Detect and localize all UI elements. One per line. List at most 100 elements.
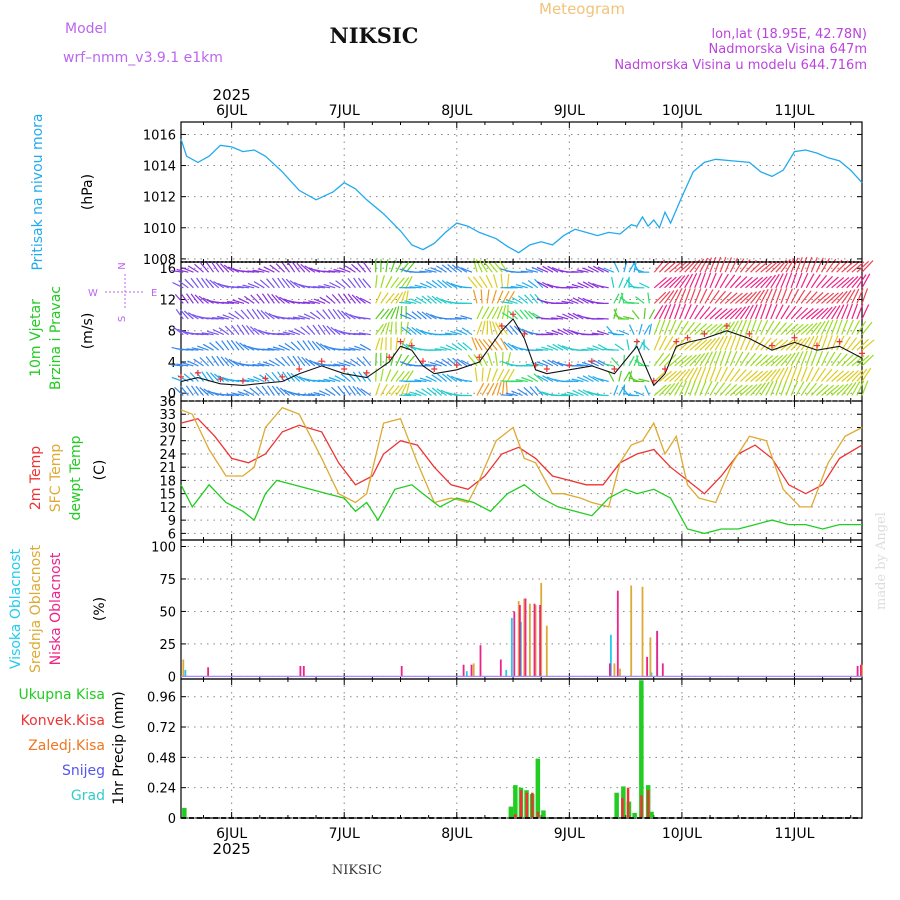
wind-barb — [249, 326, 260, 336]
wind-barb — [851, 381, 861, 396]
wind-barb — [729, 257, 739, 273]
wind-barb — [841, 261, 855, 273]
precip-bar-1 — [621, 797, 624, 818]
wind-barb — [289, 280, 301, 289]
wind-barb — [249, 387, 260, 396]
wind-barb — [312, 324, 321, 335]
wind-barb — [547, 265, 559, 273]
wind-barb — [821, 292, 835, 304]
wind-barb — [206, 317, 219, 320]
series-label: Pritisak na nivou mora — [30, 113, 46, 270]
wind-barb — [405, 312, 417, 320]
wind-barb — [739, 335, 747, 351]
wind-barb — [385, 259, 389, 273]
wind-barb — [724, 383, 738, 396]
wind-barb — [455, 328, 468, 336]
wind-barb — [634, 359, 645, 367]
wind-barb — [536, 266, 549, 273]
wind-barb — [342, 385, 351, 396]
wind-barb — [215, 262, 225, 273]
wind-barb — [542, 265, 554, 273]
wind-barb — [674, 275, 686, 289]
wind-barb — [415, 296, 427, 304]
wind-barb — [231, 324, 240, 335]
wind-barb — [810, 350, 818, 367]
wind-barb — [237, 285, 250, 289]
cloud-bar-2 — [207, 667, 209, 677]
wind-barb — [290, 372, 301, 382]
day-label-bottom: 10JUL — [662, 826, 702, 842]
wind-barb — [242, 379, 255, 383]
year-label-bottom: 2025 — [213, 840, 251, 858]
wind-barb — [467, 354, 478, 367]
wind-barb — [277, 277, 286, 289]
cloud-bar-2 — [499, 659, 502, 677]
wind-barb — [219, 263, 230, 273]
wind-barb — [327, 308, 336, 320]
wind-barb — [699, 366, 707, 382]
wind-barb — [380, 383, 388, 396]
wind-barb — [279, 296, 290, 304]
wind-barb — [846, 289, 856, 304]
wind-barb — [281, 262, 291, 273]
wind-barb — [196, 332, 209, 336]
wind-barb — [770, 288, 778, 304]
gust-marker — [588, 358, 595, 365]
wind-barb — [755, 289, 765, 304]
wind-barb — [603, 267, 615, 273]
wind-barb — [262, 361, 275, 367]
wind-barb — [658, 319, 666, 335]
wind-barb — [542, 375, 554, 383]
wind-barb — [494, 351, 498, 366]
wind-barb — [739, 292, 753, 304]
y-tick-label: 33 — [159, 408, 176, 423]
wind-barb — [297, 301, 310, 304]
gust-marker — [279, 373, 286, 380]
wind-barb — [246, 308, 255, 320]
day-label-top: 10JUL — [662, 103, 702, 119]
precip-legend-label: Ukupna Kisa — [18, 687, 105, 703]
wind-barb — [795, 337, 807, 351]
wind-barb — [729, 292, 743, 304]
wind-barb — [395, 353, 403, 367]
wind-barb — [340, 373, 351, 382]
wind-barb — [456, 265, 468, 273]
wind-barb — [714, 336, 725, 351]
wind-barb — [740, 384, 753, 396]
wind-barb — [440, 346, 452, 351]
gust-marker — [476, 354, 483, 361]
wind-barb — [709, 256, 717, 273]
wind-barb — [519, 309, 529, 320]
wind-barb — [313, 391, 326, 397]
y-tick-label: 16 — [159, 262, 176, 277]
wind-barb — [831, 384, 844, 396]
wind-barb — [836, 319, 843, 335]
wind-barb — [318, 390, 331, 397]
wind-barb — [212, 328, 225, 336]
wind-barb — [790, 323, 804, 336]
wind-barb — [699, 352, 710, 367]
wind-barb — [496, 290, 504, 304]
gust-marker — [723, 323, 730, 330]
wind-barb — [259, 279, 270, 289]
wind-barb — [724, 257, 733, 273]
wind-barb — [810, 335, 819, 351]
wind-barb — [571, 378, 584, 383]
wind-barb — [719, 350, 727, 367]
wind-barb — [272, 346, 285, 351]
panel-frame-temperature — [180, 400, 863, 541]
wind-barb — [537, 281, 549, 289]
wind-barb — [714, 322, 727, 336]
wind-barb — [724, 350, 732, 367]
y-tick-label: 30 — [159, 421, 176, 436]
wind-barb — [734, 319, 743, 335]
wind-barb — [473, 258, 478, 273]
wind-barb — [271, 277, 280, 289]
wind-barb — [790, 366, 798, 382]
wind-barb — [474, 367, 478, 382]
wind-barb — [176, 268, 189, 273]
day-label-bottom: 11JUL — [774, 826, 814, 842]
wind-barb — [385, 307, 394, 320]
wind-barb — [760, 289, 769, 304]
wind-barb — [576, 269, 589, 273]
